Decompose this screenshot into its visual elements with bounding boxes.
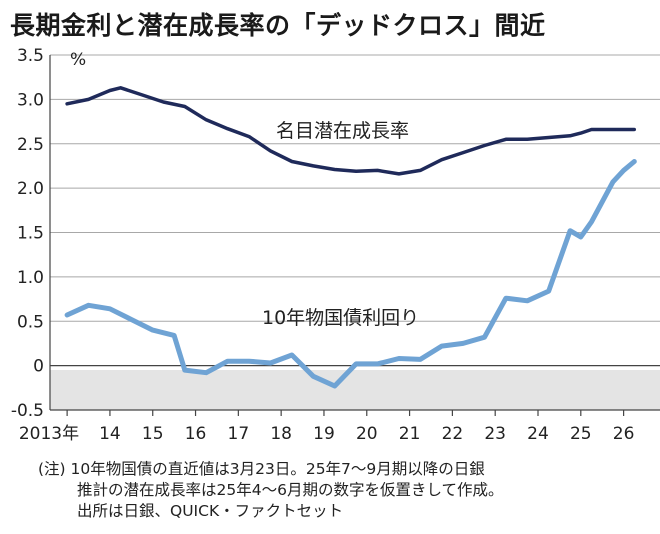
x-tick-label: 21 [399, 424, 421, 444]
y-tick-label: 3.5 [17, 46, 44, 66]
footnote-line: 出所は日銀、QUICK・ファクトセット [77, 502, 344, 520]
chart-title: 長期金利と潜在成長率の「デッドクロス」間近 [10, 11, 546, 40]
x-tick-label: 19 [313, 424, 335, 444]
x-tick-label: 18 [270, 424, 292, 444]
x-tick-label: 17 [228, 424, 250, 444]
y-tick-label: 2.0 [17, 179, 44, 199]
x-tick-label: 26 [613, 424, 635, 444]
footnote-line: 推計の潜在成長率は25年4～6月期の数字を仮置きして作成。 [77, 481, 504, 499]
x-tick-label: 2013年 [19, 424, 79, 444]
negative-region-shading [50, 370, 660, 410]
y-tick-label: 1.0 [17, 268, 44, 288]
x-tick-label: 22 [442, 424, 464, 444]
x-tick-label: 15 [142, 424, 164, 444]
series-label-10y-jgb-yield: 10年物国債利回り [262, 307, 419, 329]
x-tick-label: 25 [570, 424, 592, 444]
y-unit-label: % [70, 50, 86, 70]
y-tick-label: 0.5 [17, 312, 44, 332]
x-tick-label: 23 [484, 424, 506, 444]
footnote-line: (注) 10年物国債の直近値は3月23日。25年7～9月期以降の日銀 [38, 460, 485, 478]
y-tick-label: 1.5 [17, 224, 44, 244]
y-tick-label: 0 [33, 357, 44, 377]
y-tick-label: 3.0 [17, 90, 44, 110]
x-tick-label: 14 [99, 424, 121, 444]
y-tick-label: 2.5 [17, 135, 44, 155]
footnotes: (注) 10年物国債の直近値は3月23日。25年7～9月期以降の日銀 推計の潜在… [38, 459, 503, 522]
series-line-nominal-potential-growth [65, 86, 637, 176]
series-line-10y-jgb-yield [64, 159, 637, 389]
y-tick-label: -0.5 [11, 401, 44, 421]
series-label-nominal-potential-growth: 名目潜在成長率 [276, 120, 409, 142]
x-tick-label: 16 [185, 424, 207, 444]
x-tick-label: 20 [356, 424, 378, 444]
x-tick-label: 24 [527, 424, 549, 444]
